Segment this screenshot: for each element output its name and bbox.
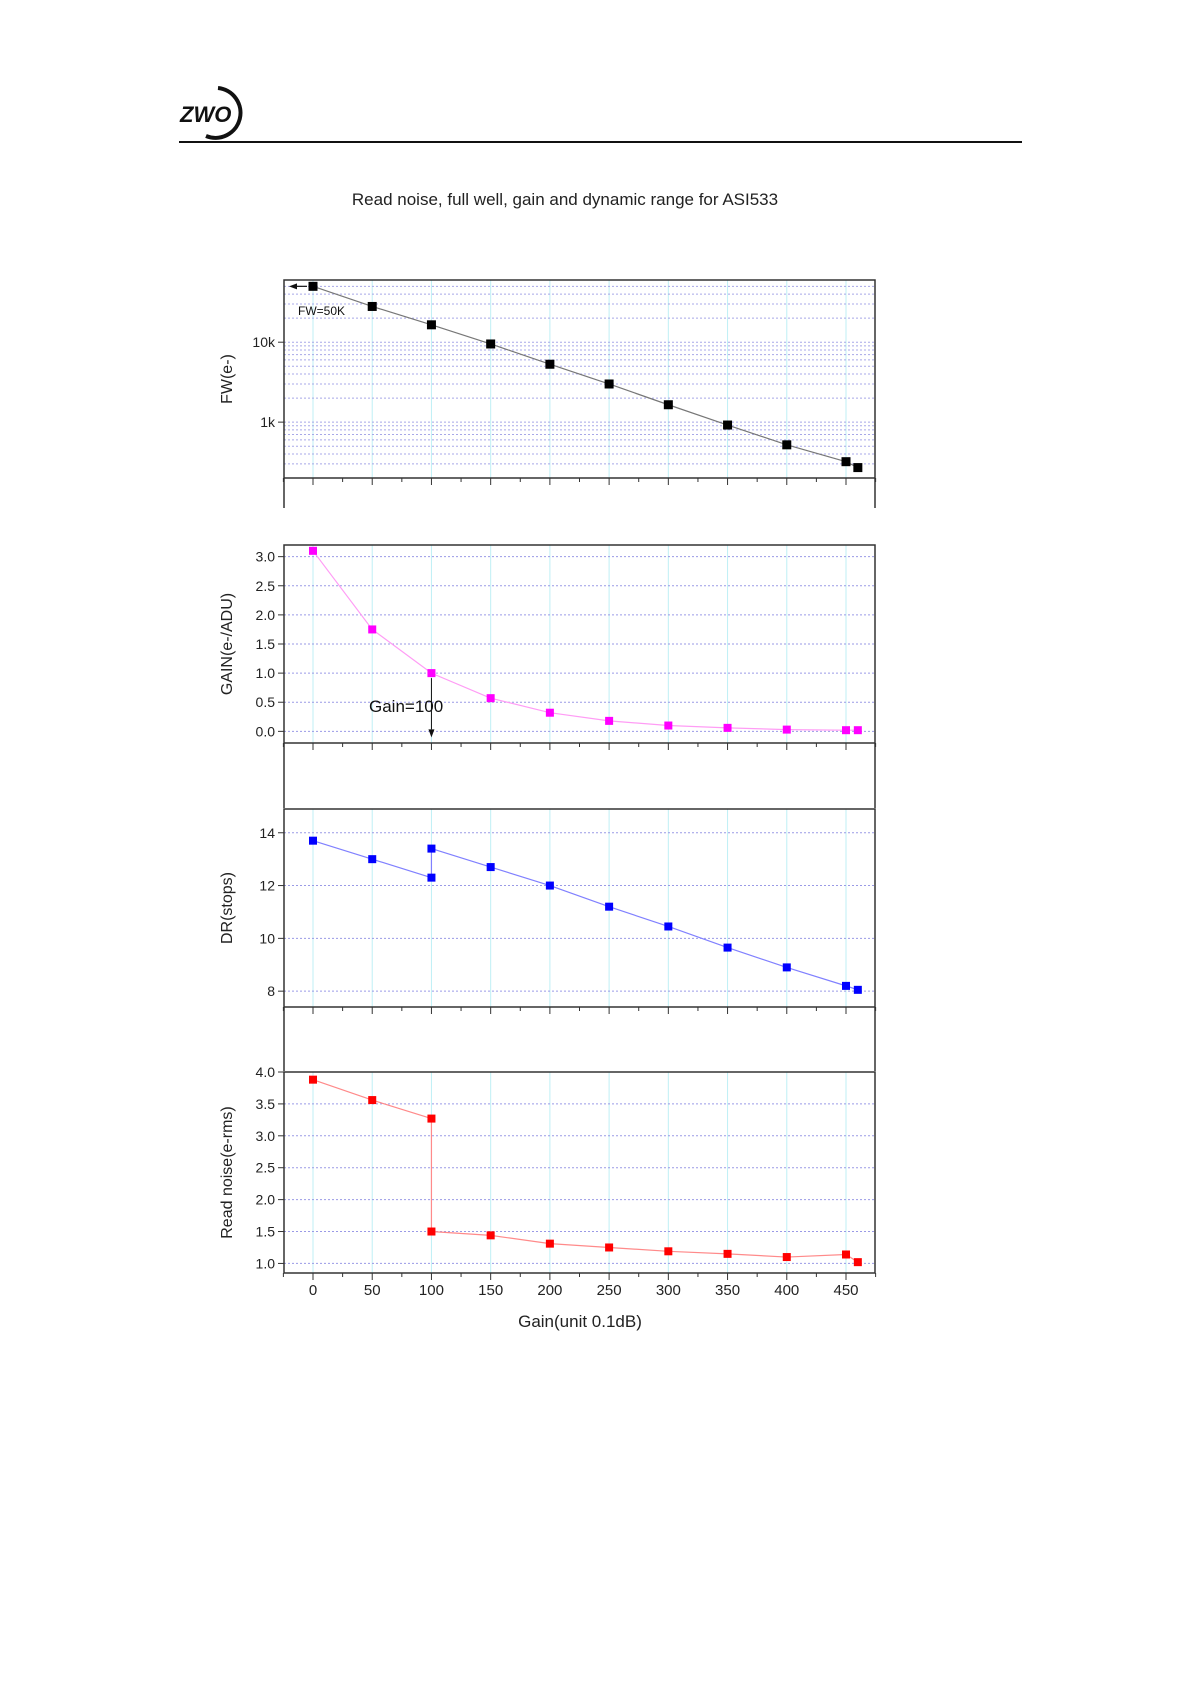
x-tick-label: 400 [774,1282,799,1299]
fw-data-point [663,400,673,410]
read-noise-y-tick-label: 3.0 [256,1128,276,1144]
gain-annotation: Gain=100 [369,697,443,716]
read-noise-data-point [368,1096,377,1105]
read-noise-data-point [782,1253,791,1262]
dr-data-point [723,943,732,952]
gain-data-point [664,721,673,730]
read-noise-data-point [486,1231,495,1240]
read-noise-y-tick-label: 2.5 [256,1160,276,1176]
gain-data-point [545,708,554,717]
gain-y-tick-label: 0.5 [256,694,276,710]
chart-title: Read noise, full well, gain and dynamic … [351,190,779,209]
fw-arrowhead-icon [289,283,297,290]
gain-data-point [368,625,377,634]
fw-data-point [486,339,496,349]
x-tick-label: 200 [537,1282,562,1299]
fw-annotation: FW=50K [298,304,345,318]
read-noise-y-tick-label: 2.0 [256,1192,276,1208]
read-noise-data-point [427,1114,436,1123]
x-tick-label: 300 [656,1282,681,1299]
x-axis-label: Gain(unit 0.1dB) [518,1312,642,1331]
read-noise-data-point [427,1227,436,1236]
dr-data-point [427,844,436,853]
gain-data-point [782,725,791,734]
x-tick-label: 250 [597,1282,622,1299]
dr-y-tick-label: 10 [259,930,275,946]
gain-y-tick-label: 1.5 [256,636,276,652]
dr-data-point [853,985,862,994]
fw-data-point [853,463,863,473]
dr-y-axis-label: DR(stops) [219,872,236,944]
fw-data-point [841,457,851,467]
read-noise-y-tick-label: 3.5 [256,1096,276,1112]
x-tick-label: 350 [715,1282,740,1299]
dr-data-point [545,881,554,890]
dr-data-point [664,922,673,931]
fw-data-point [367,301,377,311]
dr-y-tick-label: 14 [259,825,275,841]
gain-data-point [605,716,614,725]
fw-data-point [782,440,792,450]
x-tick-label: 0 [309,1282,317,1299]
svg-text:ZWO: ZWO [179,102,231,127]
dr-y-tick-label: 8 [267,983,275,999]
fw-data-point [308,281,318,291]
gain-data-point [842,726,850,735]
fw-data-point [545,359,555,369]
gain-y-tick-label: 2.5 [256,578,276,594]
gain-y-tick-label: 3.0 [256,549,276,565]
dr-data-point [309,836,317,845]
header-rule [179,141,1022,143]
gain-data-point [723,723,732,732]
gain-y-tick-label: 0.0 [256,723,276,739]
read-noise-y-axis-label: Read noise(e-rms) [219,1106,236,1238]
fw-series-line [312,285,859,469]
read-noise-data-point [605,1243,614,1252]
x-tick-label: 150 [478,1282,503,1299]
x-tick-label: 450 [833,1282,858,1299]
fw-y-tick-label: 10k [252,334,276,350]
gain-y-axis-label: GAIN(e-/ADU) [219,593,236,695]
down-arrowhead-icon [428,729,435,738]
fw-data-point [604,379,614,389]
read-noise-data-point [853,1258,862,1267]
zwo-logo: ZWO [179,86,243,140]
fw-y-axis-label: FW(e-) [219,354,236,404]
fw-y-tick-label: 1k [260,414,276,430]
dr-data-point [605,902,614,911]
dr-data-point [368,855,377,864]
read-noise-data-point [664,1247,673,1256]
dr-y-tick-label: 12 [259,878,275,894]
gain-data-point [427,669,436,678]
dr-data-point [486,863,495,872]
read-noise-y-tick-label: 1.5 [256,1224,276,1240]
gain-y-tick-label: 2.0 [256,607,276,623]
gain-data-point [309,546,317,555]
x-tick-label: 50 [364,1282,381,1299]
read-noise-y-tick-label: 1.0 [256,1255,276,1271]
read-noise-data-point [842,1250,850,1259]
fw-data-point [723,420,733,430]
read-noise-y-tick-label: 4.0 [256,1064,276,1080]
gain-y-tick-label: 1.0 [256,665,276,681]
dr-data-point [842,981,850,990]
read-noise-data-point [545,1239,554,1248]
read-noise-series-line [312,1079,859,1263]
read-noise-data-point [309,1075,317,1084]
x-tick-label: 100 [419,1282,444,1299]
gain-data-point [853,726,862,735]
fw-data-point [426,320,436,330]
gain-data-point [486,694,495,703]
dr-series-line [312,840,859,991]
dr-data-point [427,873,436,882]
read-noise-data-point [723,1249,732,1258]
dr-data-point [782,963,791,972]
